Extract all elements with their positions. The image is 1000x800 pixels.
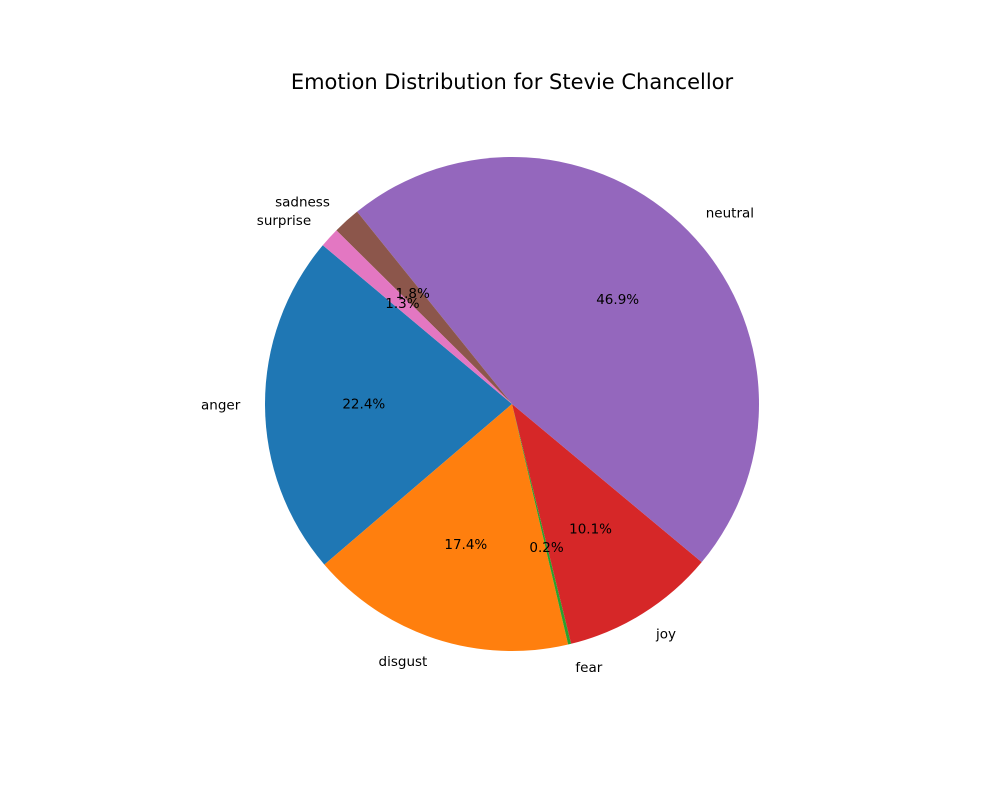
- pie-percent-surprise: 1.3%: [385, 296, 419, 312]
- pie-percent-labels: 22.4% 17.4% 0.2% 10.1% 46.9% 1.8%1.3%: [342, 286, 639, 556]
- pie-slice-sadness: [336, 211, 512, 404]
- pie-slice-joy: [512, 404, 702, 644]
- pie-slice-surprise: [322, 230, 512, 404]
- pie-label-anger: anger: [201, 397, 241, 413]
- pie-label-joy: joy: [655, 626, 676, 642]
- pie-label-sadness: sadness: [275, 194, 330, 210]
- pie-slices: [264, 156, 760, 651]
- pie-labels: anger disgust fear joy neutral sadness surpris…: [201, 194, 754, 676]
- pie-slice-disgust: [324, 404, 569, 651]
- pie-percent-fear: 0.2%: [529, 540, 563, 556]
- pie-label-surprise: surprise: [257, 213, 311, 229]
- pie-slice-anger: [264, 245, 512, 565]
- pie-percent-anger: 22.4%: [342, 397, 385, 413]
- pie-percent-neutral: 46.9%: [596, 292, 639, 308]
- pie-label-disgust: disgust: [379, 654, 428, 670]
- pie-slice-neutral: [357, 156, 760, 563]
- pie-slice-fear: [512, 404, 572, 645]
- chart-title: Emotion Distribution for Stevie Chancell…: [291, 70, 734, 94]
- pie-percent-sadness: 1.8%: [396, 286, 430, 302]
- pie-percent-disgust: 17.4%: [444, 537, 487, 553]
- pie-percent-joy: 10.1%: [569, 522, 612, 538]
- pie-label-fear: fear: [575, 660, 602, 676]
- pie-label-neutral: neutral: [706, 206, 754, 222]
